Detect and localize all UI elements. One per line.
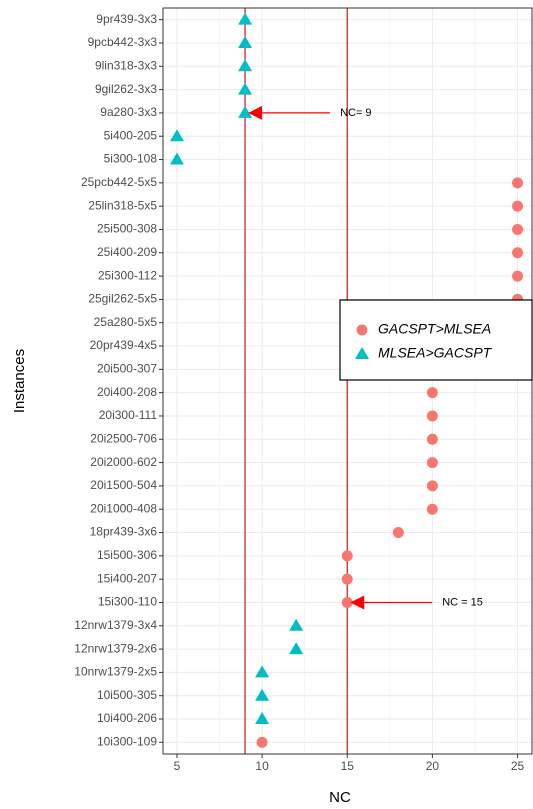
y-tick-label: 15i500-306 bbox=[97, 548, 157, 562]
point bbox=[512, 177, 524, 189]
point bbox=[289, 618, 304, 631]
y-tick-label: 9a280-3x3 bbox=[100, 105, 157, 119]
y-tick-label: 20i300-111 bbox=[99, 408, 158, 422]
point bbox=[256, 736, 268, 748]
y-tick-label: 10nrw1379-2x5 bbox=[74, 665, 157, 679]
y-tick-label: 25pcb442-5x5 bbox=[81, 175, 157, 189]
y-tick-label: 20pr439-4x5 bbox=[90, 338, 158, 352]
y-tick-label: 20i400-208 bbox=[97, 385, 157, 399]
point bbox=[512, 200, 524, 212]
y-tick-label: 9gil262-3x3 bbox=[95, 82, 157, 96]
point bbox=[392, 527, 404, 539]
y-tick-label: 20i1000-408 bbox=[90, 501, 157, 515]
point bbox=[238, 82, 253, 95]
y-tick-label: 10i500-305 bbox=[97, 688, 157, 702]
legend-label: MLSEA>GACSPT bbox=[378, 345, 493, 361]
point bbox=[426, 410, 438, 422]
y-tick-label: 15i300-110 bbox=[98, 595, 157, 609]
point bbox=[341, 573, 353, 585]
point bbox=[238, 59, 253, 72]
y-tick-label: 12nrw1379-3x4 bbox=[74, 618, 157, 632]
point bbox=[255, 712, 270, 725]
y-tick-label: 25i300-112 bbox=[98, 268, 157, 282]
x-tick-label: 15 bbox=[341, 759, 355, 773]
y-tick-label: 20i1500-504 bbox=[90, 478, 157, 492]
x-tick-label: 10 bbox=[255, 759, 269, 773]
y-tick-label: 20i500-307 bbox=[97, 362, 157, 376]
x-axis-label: NC bbox=[329, 789, 351, 806]
point bbox=[255, 665, 270, 678]
y-tick-label: 25a280-5x5 bbox=[94, 315, 158, 329]
annotation-text: NC = 15 bbox=[442, 596, 483, 608]
y-tick-label: 15i400-207 bbox=[97, 571, 157, 585]
x-tick-label: 5 bbox=[174, 759, 181, 773]
point bbox=[238, 35, 253, 48]
y-tick-label: 9pr439-3x3 bbox=[96, 12, 157, 26]
y-tick-label: 25i500-308 bbox=[97, 222, 157, 236]
arrow-head bbox=[350, 595, 365, 610]
y-tick-label: 25lin318-5x5 bbox=[88, 198, 157, 212]
y-tick-label: 9pcb442-3x3 bbox=[88, 35, 158, 49]
annotation-text: NC= 9 bbox=[340, 107, 372, 119]
panel-border bbox=[162, 7, 533, 755]
y-tick-label: 5i400-205 bbox=[104, 128, 158, 142]
arrow-head bbox=[248, 105, 263, 120]
point bbox=[341, 550, 353, 562]
y-tick-label: 25gil262-5x5 bbox=[88, 292, 157, 306]
legend-box bbox=[339, 299, 533, 381]
point bbox=[426, 433, 438, 445]
legend-label: GACSPT>MLSEA bbox=[378, 321, 491, 337]
point bbox=[341, 596, 353, 608]
y-axis-label: Instances bbox=[11, 349, 28, 413]
point bbox=[238, 105, 253, 118]
legend-marker bbox=[356, 324, 368, 336]
point bbox=[426, 457, 438, 469]
x-tick-label: 25 bbox=[511, 759, 525, 773]
point bbox=[426, 387, 438, 399]
point bbox=[169, 152, 184, 165]
y-tick-label: 5i300-108 bbox=[104, 152, 158, 166]
point bbox=[255, 688, 270, 701]
y-tick-label: 10i300-109 bbox=[97, 735, 157, 749]
point bbox=[512, 247, 524, 259]
point bbox=[238, 12, 253, 25]
point bbox=[289, 642, 304, 655]
point bbox=[426, 503, 438, 515]
y-tick-label: 10i400-206 bbox=[97, 711, 157, 725]
y-tick-label: 18pr439-3x6 bbox=[90, 525, 158, 539]
y-tick-label: 20i2500-706 bbox=[90, 431, 157, 445]
y-tick-label: 12nrw1379-2x6 bbox=[74, 641, 157, 655]
x-tick-label: 20 bbox=[426, 759, 440, 773]
point bbox=[426, 480, 438, 492]
point bbox=[512, 223, 524, 235]
legend-marker bbox=[355, 347, 369, 359]
y-tick-label: 25i400-209 bbox=[97, 245, 157, 259]
y-tick-label: 9lin318-3x3 bbox=[95, 58, 157, 72]
point bbox=[169, 129, 184, 142]
point bbox=[512, 270, 524, 282]
y-tick-label: 20i2000-602 bbox=[90, 455, 157, 469]
